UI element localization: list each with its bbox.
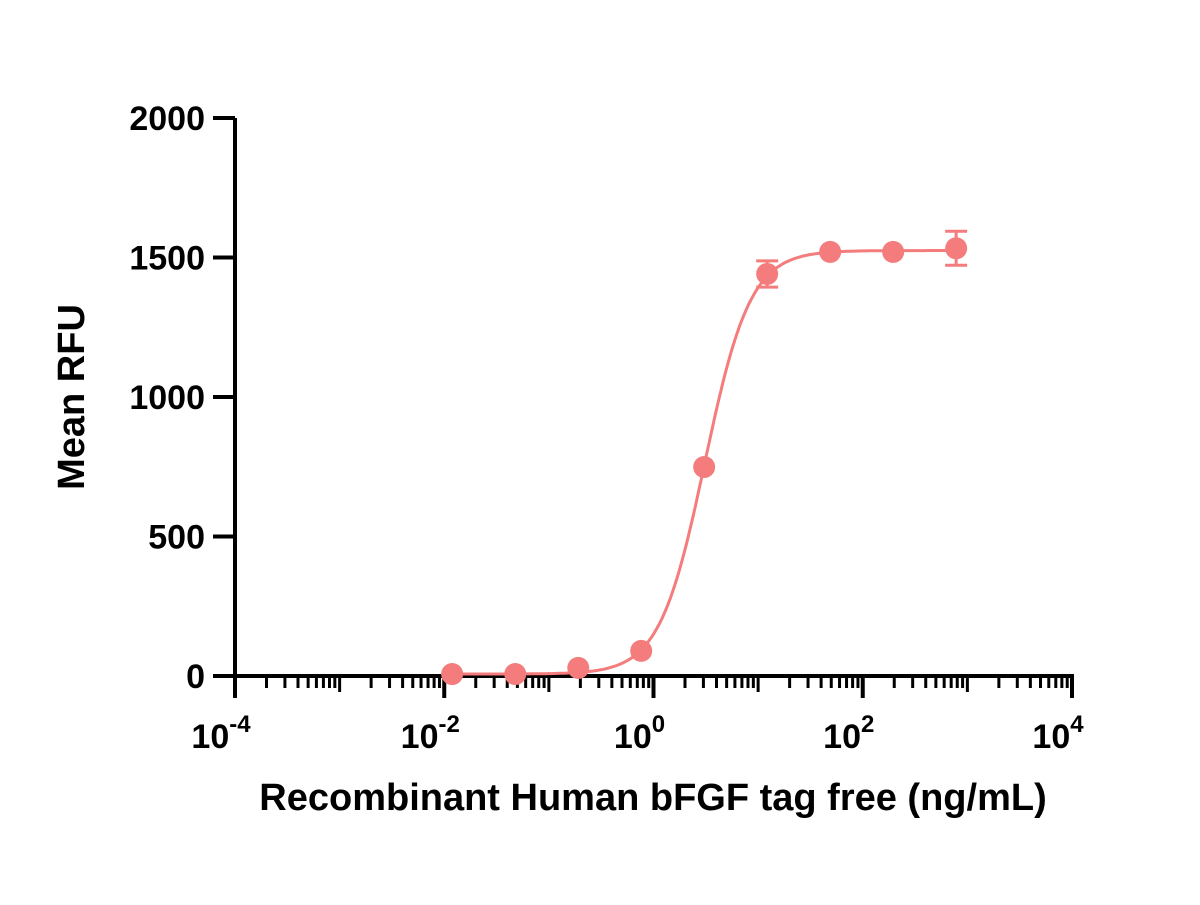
data-point	[630, 639, 653, 662]
data-point	[819, 240, 842, 263]
y-axis-label: Mean RFU	[51, 304, 93, 490]
data-point	[567, 656, 590, 679]
y-tick-label: 0	[186, 658, 205, 696]
y-tick-label: 1000	[129, 379, 205, 417]
data-point	[441, 663, 464, 686]
data-point	[945, 237, 968, 260]
x-tick-label: 104	[1032, 711, 1084, 756]
axes: 0 500 1000 1500 2000 10-4 10-2 100 102 104	[129, 100, 1084, 756]
data-point	[756, 262, 779, 285]
data-point	[693, 456, 716, 479]
data-points	[441, 229, 968, 686]
data-point	[882, 240, 905, 263]
data-point	[504, 663, 527, 686]
y-tick-label: 1500	[129, 240, 205, 278]
x-tick-label: 102	[823, 711, 874, 756]
x-tick-label: 10-2	[401, 711, 460, 756]
x-tick-label: 10-4	[191, 711, 251, 756]
y-tick-label: 500	[148, 519, 205, 557]
x-axis-label: Recombinant Human bFGF tag free (ng/mL)	[259, 777, 1046, 819]
x-tick-label: 100	[614, 711, 665, 756]
y-tick-label: 2000	[129, 100, 205, 138]
